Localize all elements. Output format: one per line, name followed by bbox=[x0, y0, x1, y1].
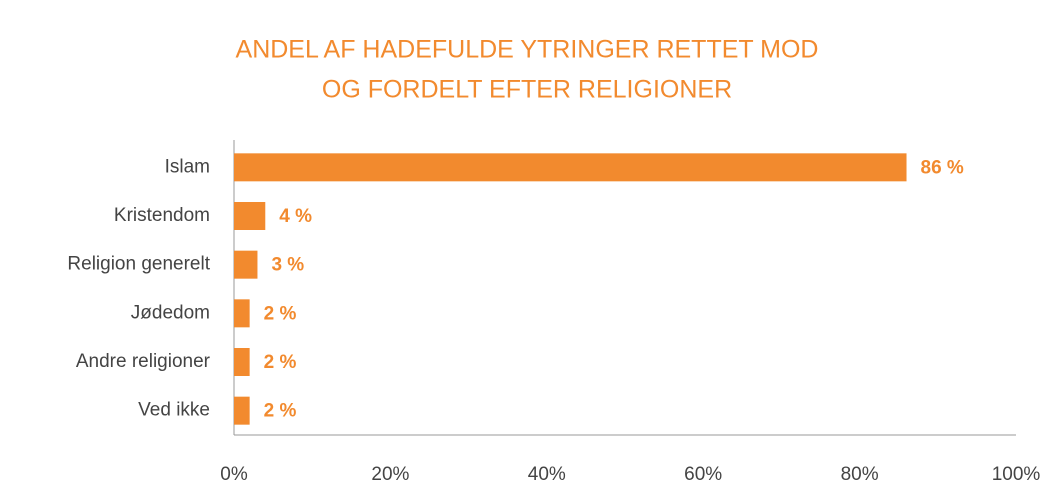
data-label: 86 % bbox=[921, 157, 964, 178]
y-tick-label: Andre religioner bbox=[76, 351, 211, 372]
bar bbox=[234, 396, 250, 425]
y-tick-label: Ved ikke bbox=[138, 400, 210, 421]
data-label: 2 % bbox=[264, 303, 297, 324]
x-tick-label: 20% bbox=[371, 464, 409, 485]
data-label: 2 % bbox=[264, 352, 297, 373]
bar bbox=[234, 348, 250, 376]
data-label: 2 % bbox=[264, 401, 297, 422]
y-tick-label: Islam bbox=[165, 156, 210, 177]
bar bbox=[234, 153, 907, 182]
bar bbox=[234, 202, 266, 230]
data-label: 4 % bbox=[279, 206, 312, 227]
y-tick-label: Kristendom bbox=[114, 205, 210, 226]
bar bbox=[234, 250, 258, 279]
data-label: 3 % bbox=[271, 255, 304, 276]
chart-title: ANDEL AF HADEFULDE YTRINGER RETTET MOD bbox=[236, 36, 819, 64]
x-tick-label: 100% bbox=[992, 464, 1041, 485]
x-tick-label: 40% bbox=[528, 464, 566, 485]
y-tick-label: Jødedom bbox=[131, 302, 210, 323]
x-tick-label: 0% bbox=[220, 464, 248, 485]
x-tick-label: 80% bbox=[841, 464, 879, 485]
x-tick-label: 60% bbox=[684, 464, 722, 485]
y-tick-label: Religion generelt bbox=[67, 254, 210, 275]
chart-title: OG FORDELT EFTER RELIGIONER bbox=[322, 76, 732, 104]
bar bbox=[234, 299, 250, 328]
